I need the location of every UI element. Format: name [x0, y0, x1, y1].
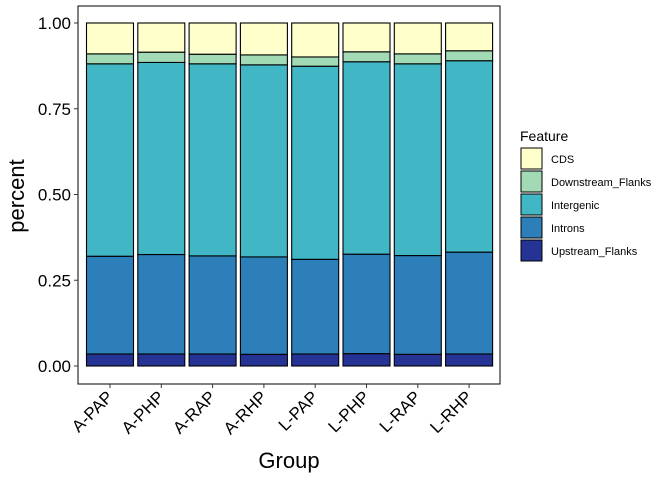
bar-l-pap-downstream-flanks — [291, 56, 340, 67]
bar-group-a-php — [137, 22, 186, 367]
y-axis: 0.00 0.25 0.50 0.75 1.00 — [38, 14, 78, 376]
x-tick-label-l-rap: L-RAP — [376, 387, 425, 436]
legend-label-introns: Introns — [551, 223, 585, 235]
bar-group-l-pap — [291, 22, 340, 367]
bar-l-pap-cds — [291, 22, 340, 58]
legend-label-intergenic: Intergenic — [551, 200, 600, 212]
bar-a-rhp-introns — [239, 256, 288, 355]
bar-l-rhp-upstream-flanks — [445, 353, 494, 367]
bar-a-php-cds — [137, 22, 186, 53]
legend-key-intergenic — [520, 193, 543, 216]
x-tick-label-a-php: A-PHP — [118, 387, 168, 437]
legend-key-cds — [520, 147, 543, 170]
bar-group-a-rap — [188, 22, 237, 367]
bar-l-rhp-downstream-flanks — [445, 50, 494, 62]
bar-a-php-intergenic — [137, 61, 186, 256]
bar-l-rhp-introns — [445, 251, 494, 355]
x-tick-label-a-rhp: A-RHP — [220, 387, 271, 438]
bar-a-rap-intergenic — [188, 63, 237, 257]
bar-a-pap-downstream-flanks — [85, 53, 135, 65]
legend-key-introns — [520, 216, 543, 239]
bar-l-pap-introns — [291, 258, 340, 355]
bar-l-php-downstream-flanks — [342, 51, 391, 63]
bar-a-pap-intergenic — [85, 63, 135, 257]
legend-key-downstream-flanks — [520, 170, 543, 193]
y-tick-label: 0.75 — [38, 100, 71, 119]
legend-label-upstream-flanks: Upstream_Flanks — [551, 246, 638, 258]
bar-a-rhp-upstream-flanks — [239, 353, 288, 367]
y-tick-label: 0.25 — [38, 271, 71, 290]
bar-l-rhp-cds — [445, 22, 494, 52]
bar-a-rap-upstream-flanks — [188, 353, 237, 367]
bar-group-l-rhp — [445, 22, 494, 367]
bar-l-rap-downstream-flanks — [393, 53, 442, 65]
bar-a-pap-introns — [85, 255, 135, 355]
bar-a-rhp-intergenic — [239, 64, 288, 258]
legend-label-cds: CDS — [551, 154, 574, 166]
legend-key-upstream-flanks — [520, 239, 543, 262]
bar-a-rap-introns — [188, 255, 237, 355]
bar-l-php-intergenic — [342, 61, 391, 255]
bar-l-php-cds — [342, 22, 391, 53]
bar-a-php-upstream-flanks — [137, 353, 186, 367]
x-tick-label-l-php: L-PHP — [324, 387, 373, 436]
bar-l-rap-introns — [393, 255, 442, 355]
x-tick-label-a-pap: A-PAP — [68, 387, 117, 436]
legend: Feature CDS Downstream_Flanks Intergenic In… — [520, 128, 652, 262]
bar-l-php-upstream-flanks — [342, 353, 391, 367]
bar-a-php-introns — [137, 253, 186, 355]
y-tick-label: 1.00 — [38, 14, 71, 33]
legend-label-downstream-flanks: Downstream_Flanks — [551, 177, 652, 189]
bar-a-php-downstream-flanks — [137, 51, 186, 63]
bar-a-pap-upstream-flanks — [85, 353, 135, 367]
bar-l-pap-intergenic — [291, 65, 340, 260]
bar-group-l-php — [342, 22, 391, 367]
bar-a-rhp-downstream-flanks — [239, 54, 288, 66]
bar-l-php-introns — [342, 253, 391, 355]
bar-group-a-pap — [85, 22, 135, 367]
bar-a-rap-cds — [188, 22, 237, 55]
bar-l-rap-upstream-flanks — [393, 353, 442, 367]
bar-group-l-rap — [393, 22, 442, 367]
x-tick-label-a-rap: A-RAP — [169, 387, 219, 437]
y-axis-title: percent — [4, 159, 29, 232]
x-axis: A-PAP A-PHP A-RAP A-RHP L-PAP L-PHP L-RAP L-RHP — [68, 384, 476, 438]
bar-l-rhp-intergenic — [445, 60, 494, 253]
bar-a-rhp-cds — [239, 22, 288, 56]
x-tick-label-l-pap: L-PAP — [275, 387, 322, 434]
x-axis-title: Group — [258, 448, 319, 473]
x-tick-label-l-rhp: L-RHP — [426, 387, 476, 437]
bars-group — [85, 22, 494, 367]
bar-group-a-rhp — [239, 22, 288, 367]
y-tick-label: 0.00 — [38, 357, 71, 376]
bar-a-rap-downstream-flanks — [188, 53, 237, 65]
bar-l-rap-intergenic — [393, 63, 442, 257]
bar-l-pap-upstream-flanks — [291, 353, 340, 367]
y-tick-label: 0.50 — [38, 186, 71, 205]
bar-l-rap-cds — [393, 22, 442, 55]
legend-title: Feature — [520, 128, 568, 144]
bar-a-pap-cds — [85, 22, 135, 55]
